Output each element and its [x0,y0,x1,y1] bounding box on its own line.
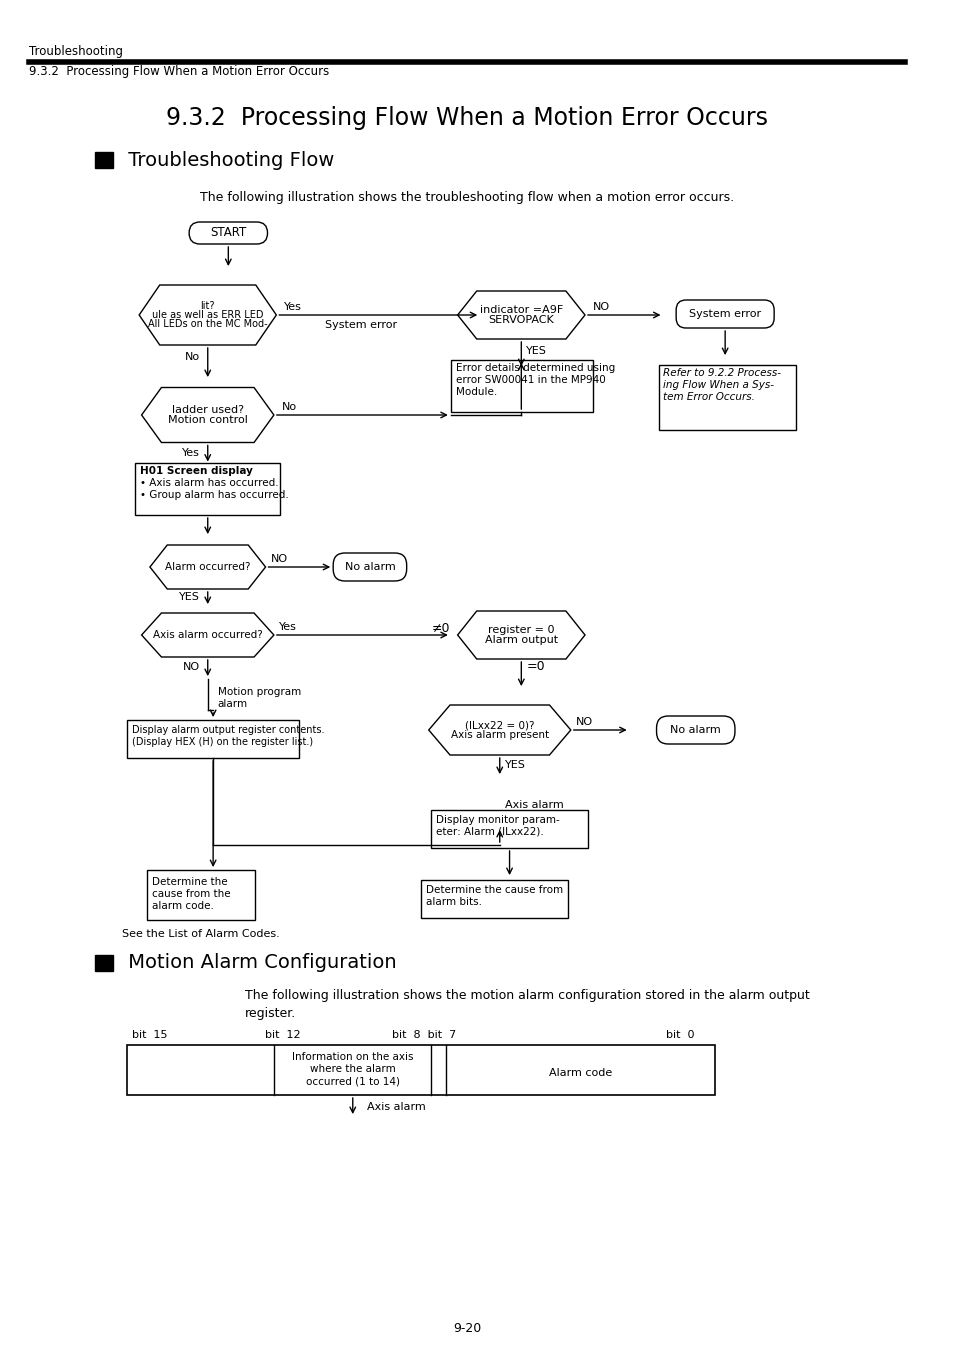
Bar [135,463,280,515]
Text: YES: YES [179,592,200,603]
Text: The following illustration shows the troubleshooting flow when a motion error oc: The following illustration shows the tro… [200,190,734,204]
Text: YES: YES [526,346,546,357]
Bar [451,359,592,412]
Polygon shape [150,544,265,589]
Polygon shape [139,285,276,345]
Polygon shape [457,290,584,339]
Bar [431,811,587,848]
Text: NO: NO [271,554,287,563]
Text: System error: System error [325,320,397,330]
Text: where the alarm: where the alarm [310,1065,395,1074]
Bar [421,880,568,917]
Text: Yes: Yes [182,447,200,458]
Text: Axis alarm: Axis alarm [504,800,563,811]
Text: No: No [281,403,296,412]
Text: All LEDs on the MC Mod-: All LEDs on the MC Mod- [148,319,267,328]
Text: eter: Alarm (ILxx22).: eter: Alarm (ILxx22). [436,827,543,838]
FancyBboxPatch shape [656,716,734,744]
FancyBboxPatch shape [333,553,406,581]
Bar [658,365,795,430]
Text: bit  8  bit  7: bit 8 bit 7 [392,1029,456,1040]
FancyBboxPatch shape [676,300,773,328]
Text: NO: NO [592,303,609,312]
Text: Display monitor param-: Display monitor param- [436,815,559,825]
Text: Motion Alarm Configuration: Motion Alarm Configuration [122,954,396,973]
Text: alarm bits.: alarm bits. [426,897,482,907]
Bar [95,955,112,971]
Text: Determine the: Determine the [152,877,227,888]
Text: Yes: Yes [284,303,302,312]
Text: NO: NO [183,662,200,671]
Text: Axis alarm present: Axis alarm present [450,730,548,740]
Text: (Display HEX (H) on the register list.): (Display HEX (H) on the register list.) [132,738,314,747]
Bar [95,153,112,168]
Text: 9.3.2  Processing Flow When a Motion Error Occurs: 9.3.2 Processing Flow When a Motion Erro… [30,65,330,78]
Text: Alarm code: Alarm code [548,1069,612,1078]
Text: error SW00041 in the MP940: error SW00041 in the MP940 [456,376,605,385]
Text: ule as well as ERR LED: ule as well as ERR LED [152,309,263,320]
Bar [128,720,298,758]
Text: No alarm: No alarm [344,562,395,571]
Text: YES: YES [504,761,525,770]
Text: (ILxx22 = 0)?: (ILxx22 = 0)? [464,720,534,730]
Text: lit?: lit? [200,301,214,311]
Bar [128,1046,715,1096]
Text: ≠0: ≠0 [431,623,449,635]
Text: Motion control: Motion control [168,415,248,426]
Text: Troubleshooting: Troubleshooting [30,46,123,58]
Text: alarm code.: alarm code. [152,901,213,911]
Text: NO: NO [575,717,592,727]
Text: • Axis alarm has occurred.: • Axis alarm has occurred. [140,478,278,488]
Polygon shape [141,388,274,443]
Bar [147,870,254,920]
Text: alarm: alarm [217,698,248,709]
Polygon shape [428,705,570,755]
Text: 9.3.2  Processing Flow When a Motion Error Occurs: 9.3.2 Processing Flow When a Motion Erro… [166,105,767,130]
Text: cause from the: cause from the [152,889,231,898]
Text: bit  0: bit 0 [665,1029,694,1040]
FancyBboxPatch shape [189,222,267,245]
Text: Motion program: Motion program [217,688,300,697]
Polygon shape [457,611,584,659]
Text: register = 0: register = 0 [488,624,554,635]
Text: H01 Screen display: H01 Screen display [140,466,253,476]
Text: =0: =0 [526,661,544,674]
Text: 9-20: 9-20 [453,1321,481,1335]
Text: See the List of Alarm Codes.: See the List of Alarm Codes. [122,929,279,939]
Text: ladder used?: ladder used? [172,405,243,415]
Text: SERVOPACK: SERVOPACK [488,315,554,326]
Text: Determine the cause from: Determine the cause from [426,885,563,894]
Text: Error details determined using: Error details determined using [456,363,615,373]
Text: tem Error Occurs.: tem Error Occurs. [662,392,755,403]
Text: bit  15: bit 15 [132,1029,168,1040]
Text: Refer to 9.2.2 Process-: Refer to 9.2.2 Process- [662,367,781,378]
Text: System error: System error [688,309,760,319]
Polygon shape [141,613,274,657]
Text: occurred (1 to 14): occurred (1 to 14) [306,1075,399,1086]
Text: ing Flow When a Sys-: ing Flow When a Sys- [662,380,774,390]
Text: No: No [185,353,200,362]
Text: Module.: Module. [456,386,497,397]
Text: register.: register. [245,1006,296,1020]
Text: START: START [210,227,246,239]
Text: • Group alarm has occurred.: • Group alarm has occurred. [140,490,289,500]
Text: Yes: Yes [278,621,296,632]
Text: Troubleshooting Flow: Troubleshooting Flow [122,150,335,169]
Text: Alarm occurred?: Alarm occurred? [165,562,251,571]
Text: Axis alarm occurred?: Axis alarm occurred? [152,630,262,640]
Text: The following illustration shows the motion alarm configuration stored in the al: The following illustration shows the mot… [245,989,809,1001]
Text: No alarm: No alarm [670,725,720,735]
Text: bit  12: bit 12 [264,1029,300,1040]
Text: Information on the axis: Information on the axis [292,1052,413,1062]
Text: Alarm output: Alarm output [484,635,558,646]
Text: Display alarm output register contents.: Display alarm output register contents. [132,725,324,735]
Text: Axis alarm: Axis alarm [367,1102,426,1112]
Text: indicator =A9F: indicator =A9F [479,305,562,315]
